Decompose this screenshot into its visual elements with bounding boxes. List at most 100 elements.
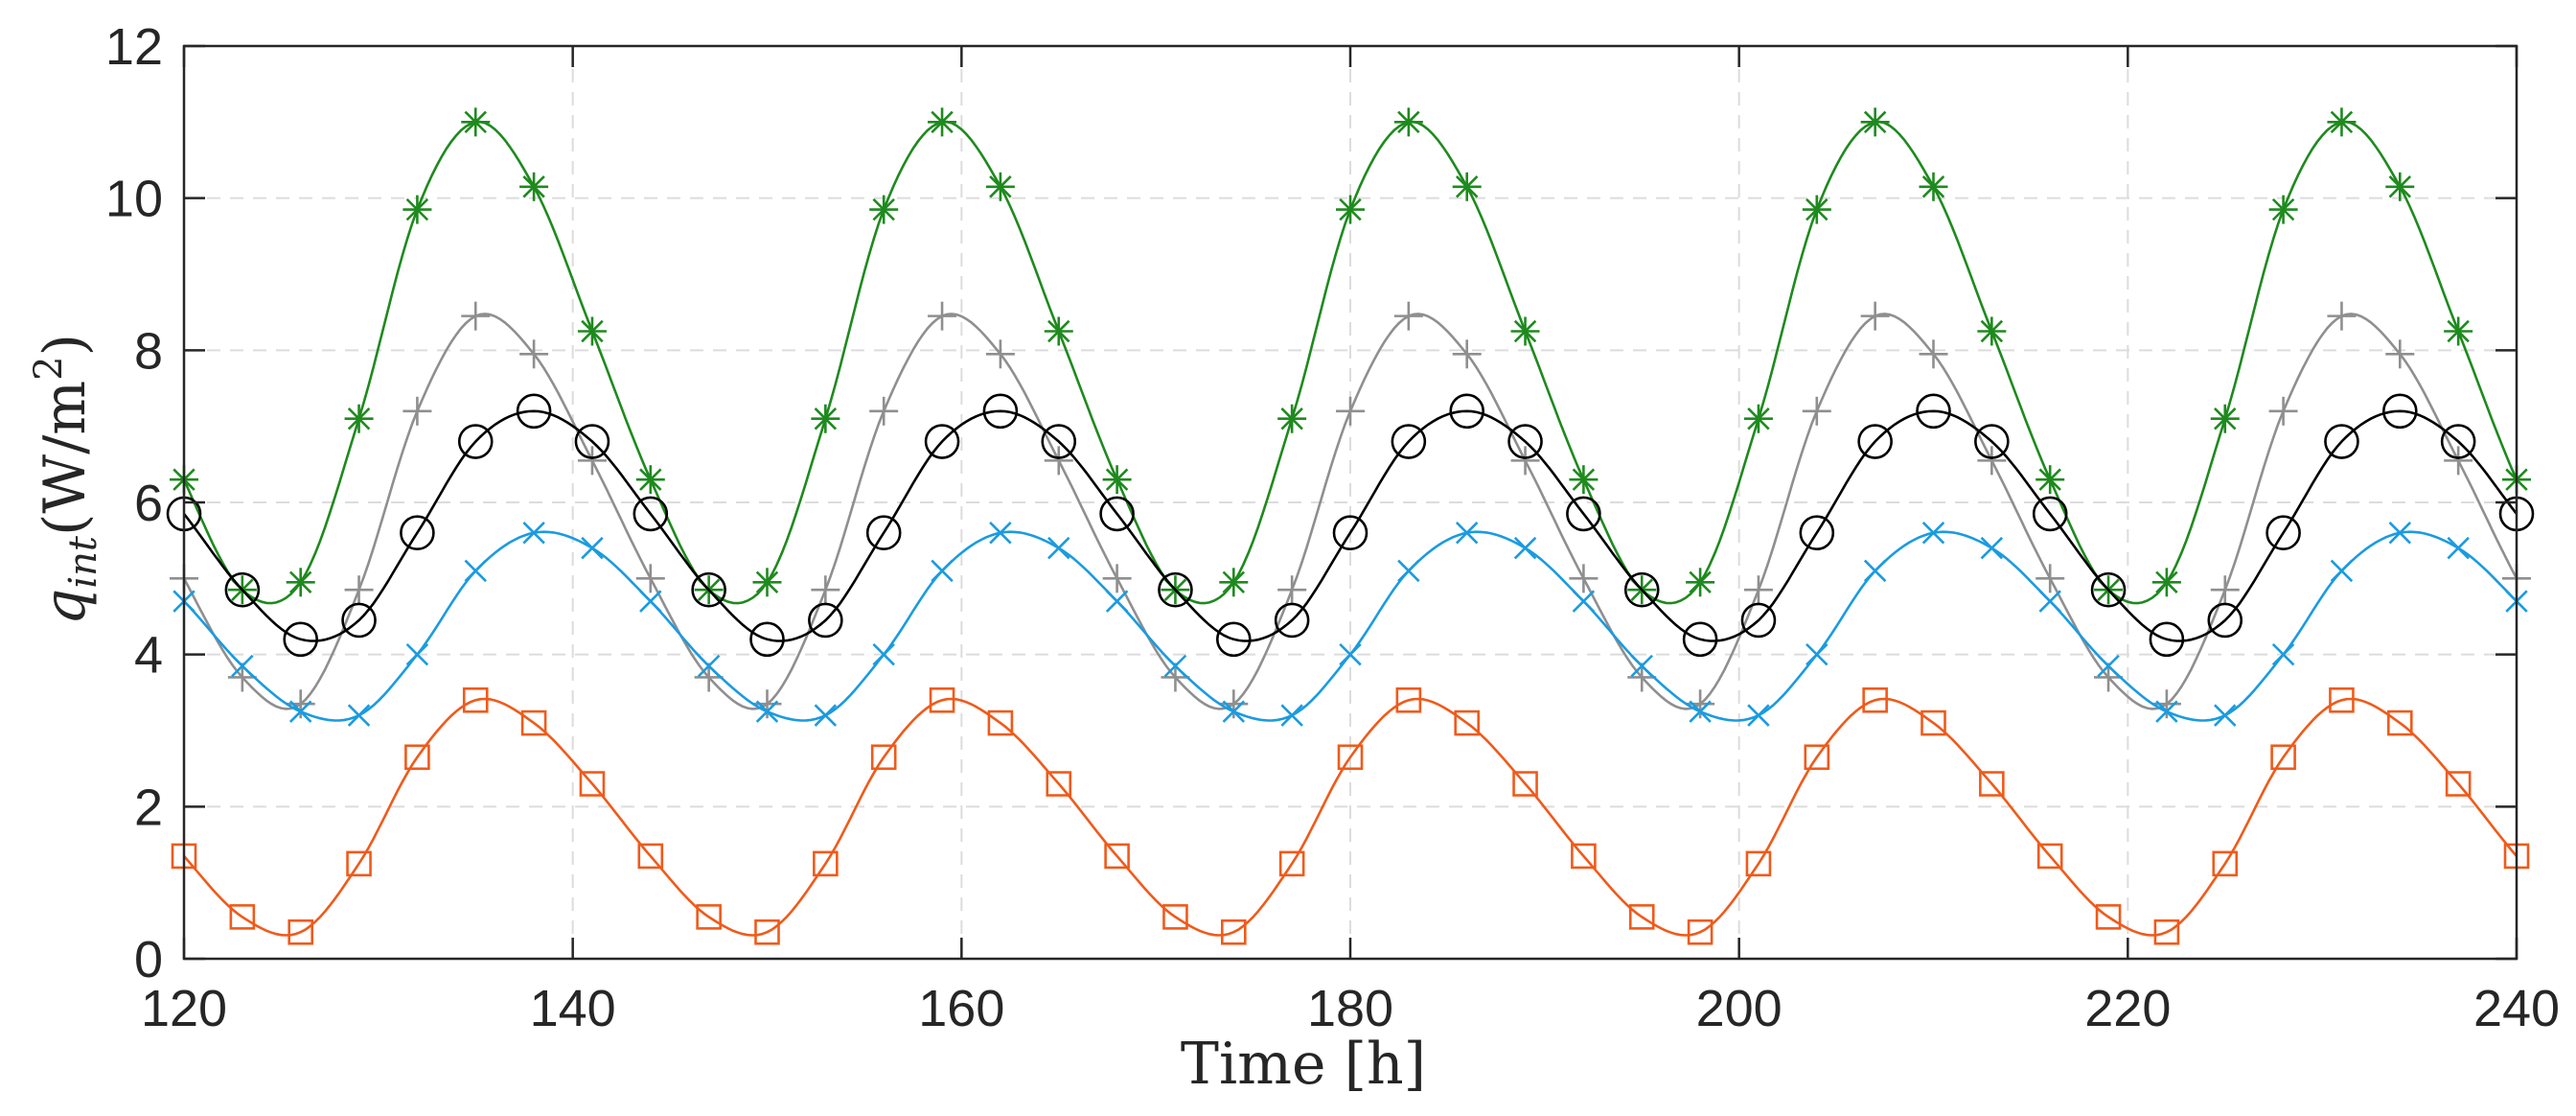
marker-circle (1274, 602, 1310, 639)
marker-x (2447, 536, 2470, 560)
series-black-circle (166, 393, 2535, 658)
marker-square (520, 709, 547, 736)
marker-square (229, 904, 256, 930)
marker-x (989, 522, 1012, 545)
marker-x (2097, 654, 2120, 678)
marker-square (1395, 686, 1422, 713)
marker-square (1278, 850, 1305, 877)
marker-square (1979, 771, 2005, 797)
marker-square (1687, 918, 1714, 945)
marker-circle (924, 424, 960, 459)
marker-x (405, 642, 429, 666)
marker-circle (1507, 424, 1543, 459)
marker-plus (1510, 446, 1540, 476)
marker-circle (1391, 424, 1427, 459)
marker-circle (1158, 571, 1193, 608)
marker-x (1047, 536, 1070, 560)
marker-square (462, 686, 489, 713)
marker-plus (1393, 301, 1423, 331)
marker-square (1162, 904, 1188, 930)
marker-asterisk (2268, 195, 2298, 224)
marker-asterisk (1569, 465, 1598, 495)
marker-x (1397, 559, 1420, 583)
marker-plus (985, 339, 1015, 369)
marker-asterisk (519, 172, 549, 201)
marker-circle (1449, 393, 1484, 430)
marker-square (1512, 771, 1538, 797)
marker-plus (1161, 663, 1190, 692)
marker-circle (1799, 515, 1835, 551)
marker-circle (2324, 424, 2359, 459)
marker-plus (1743, 575, 1773, 605)
series-blue-x (172, 522, 2528, 727)
marker-x (814, 704, 838, 727)
marker-circle (749, 621, 785, 658)
marker-circle (283, 621, 319, 658)
marker-plus (2327, 301, 2357, 331)
marker-circle (2149, 621, 2185, 658)
marker-circle (2090, 571, 2127, 608)
marker-plus (1802, 396, 1831, 426)
marker-asterisk (2036, 465, 2065, 495)
marker-asterisk (344, 404, 374, 433)
marker-circle (691, 571, 726, 608)
marker-square (987, 709, 1014, 736)
marker-asterisk (1977, 316, 2007, 346)
marker-x (347, 704, 371, 727)
marker-plus (869, 396, 899, 426)
marker-circle (1682, 621, 1718, 658)
marker-x (1455, 522, 1479, 545)
marker-plus (519, 339, 549, 369)
marker-circle (808, 602, 843, 639)
marker-asterisk (869, 195, 899, 224)
marker-asterisk (1044, 316, 1073, 346)
marker-plus (227, 663, 257, 692)
marker-circle (574, 424, 610, 459)
marker-square (2212, 850, 2239, 877)
axis-ticks: 120 140 160 180 200 220 240 0 2 4 6 8 10 12 (105, 18, 2560, 1037)
marker-plus (1569, 564, 1598, 593)
marker-square (1862, 686, 1888, 713)
marker-plus (1044, 446, 1073, 476)
marker-asterisk (1277, 404, 1307, 433)
x-tick-label: 200 (1696, 980, 1782, 1037)
marker-circle (1216, 621, 1252, 658)
marker-asterisk (985, 172, 1015, 201)
marker-circle (516, 393, 552, 430)
marker-x (2330, 559, 2354, 583)
marker-x (464, 559, 487, 583)
x-tick-label: 180 (1307, 980, 1393, 1037)
y-tick-label: 8 (134, 322, 163, 380)
marker-asterisk (2151, 568, 2181, 597)
marker-circle (1566, 496, 1601, 532)
marker-plus (928, 301, 957, 331)
marker-square (754, 918, 780, 945)
marker-circle (2207, 602, 2243, 639)
x-tick-label: 220 (2084, 980, 2171, 1037)
y-axis-label-superscript: 2 (27, 356, 71, 380)
marker-x (2388, 522, 2412, 545)
y-axis-label-subscript: int (61, 535, 105, 589)
marker-x (697, 654, 721, 678)
marker-plus (2036, 564, 2065, 593)
marker-circle (400, 515, 435, 551)
marker-square (288, 918, 314, 945)
marker-plus (811, 575, 840, 605)
marker-asterisk (1102, 465, 1132, 495)
marker-square (1804, 744, 1830, 771)
x-axis-label: Time [h] (1181, 1031, 1426, 1098)
x-tick-label: 160 (918, 980, 1004, 1037)
marker-asterisk (1743, 404, 1773, 433)
marker-square (2153, 918, 2180, 945)
marker-x (1280, 704, 1303, 727)
marker-x (872, 642, 895, 666)
marker-asterisk (1802, 195, 1831, 224)
marker-x (2271, 642, 2295, 666)
marker-square (2036, 843, 2063, 870)
marker-square (1628, 904, 1655, 930)
marker-circle (632, 496, 669, 532)
marker-x (1921, 522, 1945, 545)
marker-plus (402, 396, 432, 426)
marker-x (2038, 590, 2061, 613)
marker-asterisk (2210, 404, 2240, 433)
